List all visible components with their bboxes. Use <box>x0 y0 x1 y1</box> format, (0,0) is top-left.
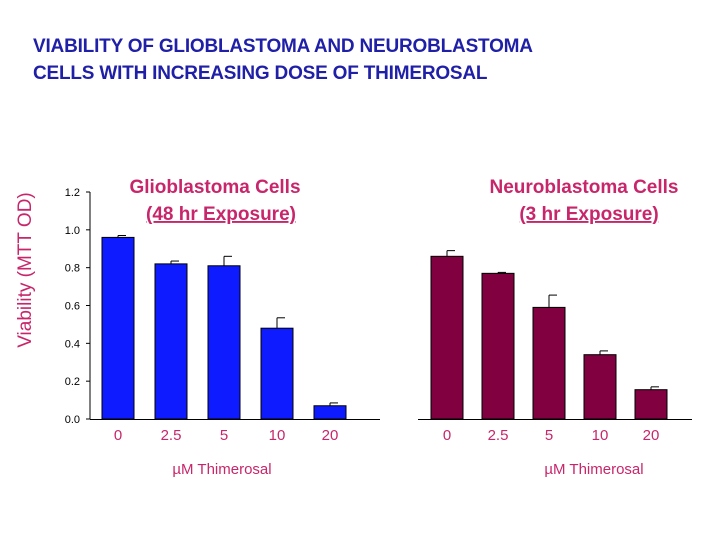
x-category-label: 20 <box>643 427 660 444</box>
glioblastoma-chart: Glioblastoma Cells (48 hr Exposure) µM T… <box>65 177 380 478</box>
bar <box>430 255 464 420</box>
x-category-label: 10 <box>269 427 286 444</box>
neuroblastoma-title: Neuroblastoma Cells <box>490 177 679 198</box>
y-tick-label: 0.2 <box>65 376 80 388</box>
bar <box>207 265 241 420</box>
bar <box>583 354 617 420</box>
x-category-label: 20 <box>322 427 339 444</box>
y-tick-label: 0.0 <box>65 414 80 426</box>
slide-title-line-1: VIABILITY OF GLIOBLASTOMA AND NEUROBLAST… <box>33 36 533 57</box>
bar <box>481 272 515 420</box>
bar <box>634 389 668 420</box>
neuroblastoma-chart: Neuroblastoma Cells (3 hr Exposure) µM T… <box>418 177 692 478</box>
bar <box>260 327 294 420</box>
slide-title-line-2: CELLS WITH INCREASING DOSE OF THIMEROSAL <box>33 63 488 84</box>
y-tick-label: 1.2 <box>65 187 80 199</box>
x-category-label: 0 <box>114 427 122 444</box>
bar <box>154 263 188 420</box>
glioblastoma-subtitle: (48 hr Exposure) <box>146 204 296 225</box>
bar <box>532 306 566 420</box>
x-category-label: 2.5 <box>161 427 182 444</box>
y-tick-label: 1.0 <box>65 225 80 237</box>
slide-title: VIABILITY OF GLIOBLASTOMA AND NEUROBLAST… <box>33 33 533 87</box>
y-tick-label: 0.6 <box>65 301 80 313</box>
x-category-label: 5 <box>220 427 228 444</box>
neuroblastoma-x-axis-label: µM Thimerosal <box>544 461 643 478</box>
bar <box>101 236 135 420</box>
y-tick-label: 0.8 <box>65 263 80 275</box>
x-category-label: 0 <box>443 427 451 444</box>
y-tick-label: 0.4 <box>65 338 80 350</box>
neuroblastoma-subtitle: (3 hr Exposure) <box>519 204 658 225</box>
x-category-label: 2.5 <box>488 427 509 444</box>
x-category-label: 5 <box>545 427 553 444</box>
bar <box>313 405 347 420</box>
glioblastoma-title: Glioblastoma Cells <box>129 177 300 198</box>
glioblastoma-x-axis-label: µM Thimerosal <box>172 461 271 478</box>
x-category-label: 10 <box>592 427 609 444</box>
